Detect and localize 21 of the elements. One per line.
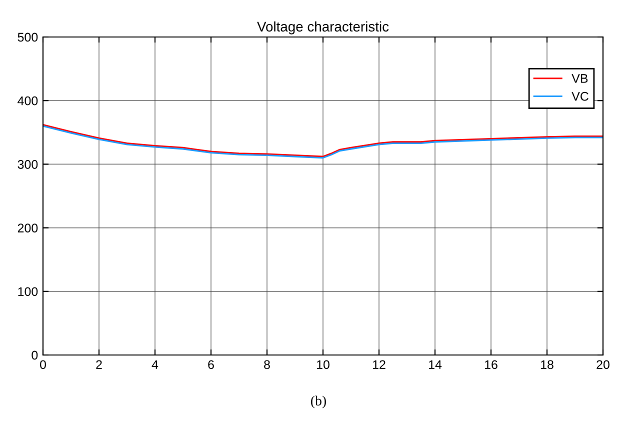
- y-tick-label: 0: [32, 350, 38, 360]
- x-tick-label: 12: [373, 360, 386, 369]
- x-tick-label: 20: [596, 360, 610, 370]
- x-tick-label: 0: [40, 360, 46, 370]
- legend-label: VC: [572, 92, 588, 101]
- chart-title: Voltage characteristic: [257, 21, 389, 34]
- text: (b): [311, 396, 326, 408]
- x-tick-label: 16: [485, 360, 498, 370]
- y-tick-label: 400: [18, 96, 38, 106]
- x-tick-label: 6: [208, 360, 214, 370]
- x-tick-label: 8: [264, 360, 270, 370]
- x-tick-label: 18: [541, 360, 554, 370]
- y-tick-label: 300: [18, 160, 38, 169]
- x-tick-label: 2: [96, 360, 102, 369]
- legend-label: VB: [572, 74, 588, 83]
- y-tick-label: 100: [18, 287, 38, 296]
- x-tick-label: 14: [429, 360, 442, 369]
- x-tick-label: 10: [317, 360, 330, 370]
- y-tick-label: 500: [18, 32, 38, 42]
- x-tick-label: 4: [152, 360, 158, 369]
- y-tick-label: 200: [18, 224, 38, 232]
